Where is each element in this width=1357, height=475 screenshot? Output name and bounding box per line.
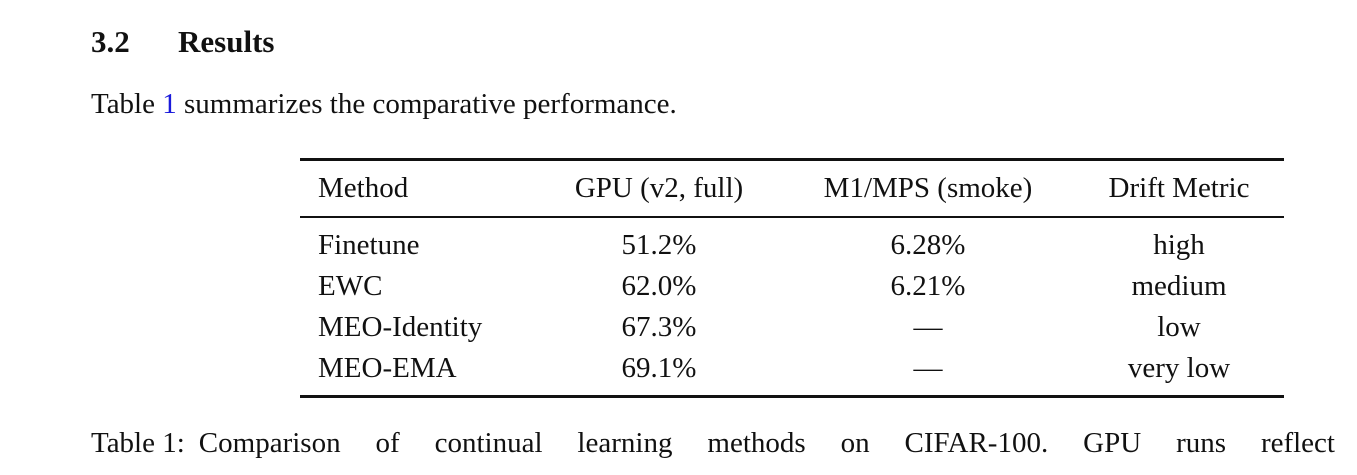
- text: Table: [91, 88, 163, 120]
- table-cell: very low: [1127, 352, 1231, 384]
- table-cell: 67.3%: [621, 311, 697, 343]
- table-cell: high: [1153, 229, 1205, 261]
- section-title: Results: [178, 24, 275, 59]
- bottom-rule: [300, 395, 1284, 398]
- table-cell: EWC: [318, 270, 383, 302]
- column-header: Method: [318, 172, 409, 204]
- top-rule: [300, 158, 1284, 161]
- table-cell: 69.1%: [621, 352, 697, 384]
- table-cell: MEO-EMA: [318, 352, 457, 384]
- table-cell: MEO-Identity: [318, 311, 483, 343]
- mid-rule: [300, 216, 1284, 218]
- table-ref[interactable]: 1: [162, 88, 177, 120]
- column-header: GPU (v2, full): [574, 172, 744, 204]
- table-cell: 6.21%: [890, 270, 966, 302]
- table-cell: 62.0%: [621, 270, 697, 302]
- table-cell: —: [913, 352, 943, 384]
- table-cell: low: [1157, 311, 1201, 343]
- section-number: 3.2: [91, 24, 130, 59]
- table-cell: 6.28%: [890, 229, 966, 261]
- paragraph: Table 1 summarizes the comparative perfo…: [91, 88, 677, 121]
- caption-text: Comparison of continual learning methods…: [198, 427, 1335, 459]
- caption-label: Table 1:: [91, 427, 185, 459]
- text: summarizes the comparative performance.: [176, 88, 677, 120]
- table-cell: medium: [1131, 270, 1227, 302]
- table-cell: 51.2%: [621, 229, 697, 261]
- table-cell: —: [913, 311, 943, 343]
- caption: Table 1: Comparison of continual learning…: [91, 427, 1335, 460]
- column-header: M1/MPS (smoke): [823, 172, 1033, 204]
- column-header: Drift Metric: [1108, 172, 1250, 204]
- table-cell: Finetune: [318, 229, 420, 261]
